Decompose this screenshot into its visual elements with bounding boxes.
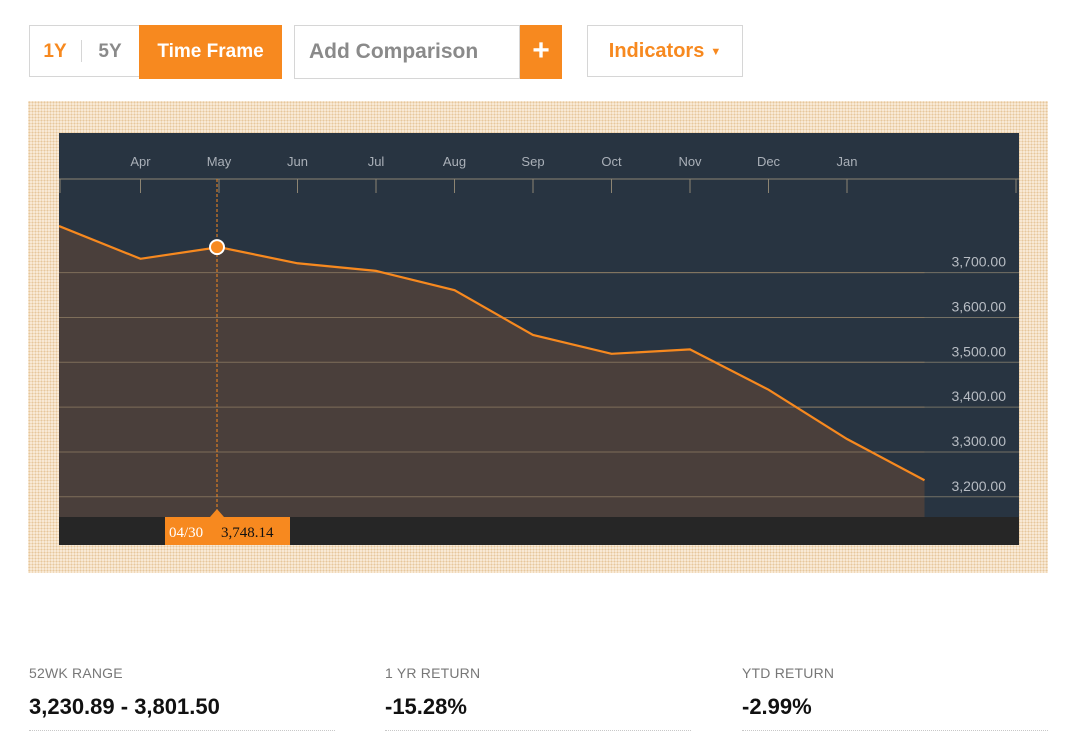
- stat-value: -15.28%: [385, 694, 467, 719]
- stat-1yr-return: 1 YR RETURN -15.28%: [385, 664, 691, 731]
- y-tick-label: 3,500.00: [952, 343, 1007, 359]
- x-tick-label: Apr: [130, 154, 151, 169]
- caret-down-icon: ▼: [710, 45, 722, 58]
- x-tick-label: May: [207, 154, 232, 169]
- y-tick-label: 3,400.00: [952, 388, 1007, 404]
- y-tick-label: 3,200.00: [952, 478, 1007, 494]
- add-comparison-input[interactable]: [294, 25, 520, 79]
- y-tick-label: 3,700.00: [952, 254, 1007, 270]
- x-tick-label: Jun: [287, 154, 308, 169]
- gridlines-overlay: [59, 272, 925, 543]
- stat-label: 1 YR RETURN: [385, 665, 481, 681]
- tooltip-value: 3,748.14: [221, 525, 274, 541]
- stat-label: 52WK RANGE: [29, 665, 123, 681]
- x-tick-label: Aug: [443, 154, 466, 169]
- x-axis: Apr May Jun Jul Aug Sep Oct Nov Dec Jan: [59, 154, 1017, 193]
- tooltip-pointer: [210, 509, 224, 517]
- stat-ytd-return: YTD RETURN -2.99%: [742, 664, 1048, 731]
- price-area: [59, 226, 925, 517]
- tooltip-box: [165, 517, 290, 545]
- time-frame-button[interactable]: Time Frame: [139, 25, 282, 79]
- timeframe-divider: [81, 40, 82, 62]
- add-comparison-button[interactable]: +: [520, 25, 562, 79]
- stat-label: YTD RETURN: [742, 665, 835, 681]
- timeframe-group: 1Y 5Y Time Frame: [29, 25, 282, 79]
- timeframe-5y-button[interactable]: 5Y: [98, 41, 122, 62]
- tooltip: 04/30 3,748.14: [165, 509, 290, 545]
- y-tick-label: 3,600.00: [952, 298, 1007, 314]
- x-tick-label: Dec: [757, 154, 781, 169]
- timeframe-1y-button[interactable]: 1Y: [43, 41, 67, 62]
- stat-52wk-range: 52WK RANGE 3,230.89 - 3,801.50: [29, 664, 335, 731]
- chart-frame: Apr May Jun Jul Aug Sep Oct Nov Dec Jan 3,700.00 3…: [28, 101, 1048, 573]
- indicators-label: Indicators: [608, 40, 705, 62]
- tooltip-date: 04/30: [169, 525, 203, 541]
- x-tick-label: Oct: [601, 154, 622, 169]
- stat-value: 3,230.89 - 3,801.50: [29, 694, 220, 719]
- x-tick-label: Nov: [678, 154, 702, 169]
- crosshair-marker: [209, 239, 225, 256]
- x-tick-label: Sep: [521, 154, 544, 169]
- stat-value: -2.99%: [742, 694, 812, 719]
- indicators-dropdown[interactable]: Indicators ▼: [587, 25, 743, 77]
- x-tick-label: Jul: [368, 154, 385, 169]
- price-line: [59, 225, 926, 482]
- y-tick-label: 3,300.00: [952, 433, 1007, 449]
- y-axis: 3,700.00 3,600.00 3,500.00 3,400.00 3,300.00…: [952, 254, 1007, 494]
- x-tick-label: Jan: [837, 154, 858, 169]
- price-chart[interactable]: Apr May Jun Jul Aug Sep Oct Nov Dec Jan 3,700.003…: [59, 133, 1019, 545]
- add-comparison: +: [294, 25, 562, 79]
